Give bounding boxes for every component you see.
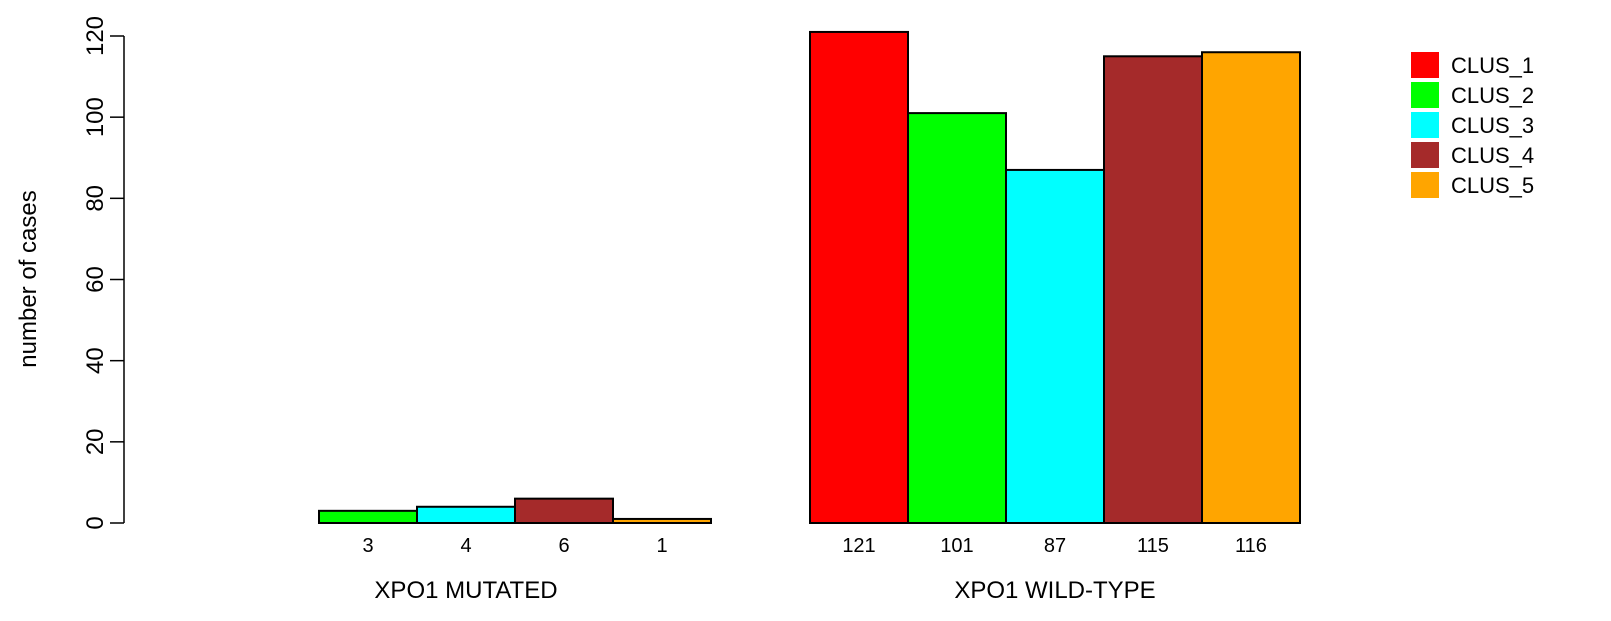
value-label: 115 <box>1137 535 1169 557</box>
group-label: XPO1 MUTATED <box>374 577 557 604</box>
value-label: 87 <box>1044 535 1066 557</box>
group-label: XPO1 WILD-TYPE <box>954 577 1155 604</box>
y-axis-label: number of cases <box>15 190 42 367</box>
legend: CLUS_1 CLUS_2 CLUS_3 CLUS_4 CLUS_5 <box>1411 52 1534 198</box>
y-tick-label: 60 <box>82 266 109 293</box>
legend-swatch <box>1411 52 1439 78</box>
bar-clus-4 <box>1103 55 1203 525</box>
bar-clus-3 <box>1005 168 1105 525</box>
value-label: 101 <box>940 535 973 557</box>
legend-swatch <box>1411 82 1439 108</box>
y-tick-label: 80 <box>82 185 109 212</box>
value-label: 116 <box>1235 535 1267 557</box>
bar-clus-5 <box>612 517 712 524</box>
legend-label: CLUS_5 <box>1451 173 1534 198</box>
y-tick-label: 0 <box>82 516 109 529</box>
bar-clus-2 <box>907 112 1007 524</box>
bar-clus-5 <box>1201 51 1301 524</box>
y-tick-label: 100 <box>82 97 109 137</box>
value-labels: 3 4 6 1 121 101 87 115 116 <box>362 535 1267 557</box>
legend-label: CLUS_4 <box>1451 143 1534 168</box>
bar-clus-2 <box>318 509 418 525</box>
legend-label: CLUS_3 <box>1451 113 1534 138</box>
y-tick-label: 120 <box>82 16 109 56</box>
bar-clus-4 <box>514 497 614 524</box>
bar-clus-3 <box>416 505 516 524</box>
value-label: 6 <box>558 535 569 557</box>
group-labels: XPO1 MUTATED XPO1 WILD-TYPE <box>374 577 1155 604</box>
y-axis: 0 20 40 60 80 100 120 <box>82 16 125 530</box>
value-label: 3 <box>362 535 373 557</box>
legend-swatch <box>1411 142 1439 168</box>
legend-swatch <box>1411 112 1439 138</box>
bars <box>318 30 1301 525</box>
legend-label: CLUS_1 <box>1451 53 1534 78</box>
value-label: 1 <box>656 535 667 557</box>
y-tick-label: 20 <box>82 428 109 455</box>
legend-swatch <box>1411 172 1439 198</box>
legend-label: CLUS_2 <box>1451 83 1534 108</box>
value-label: 4 <box>460 535 471 557</box>
y-tick-label: 40 <box>82 347 109 374</box>
value-label: 121 <box>842 535 875 557</box>
bar-clus-1 <box>809 30 909 524</box>
